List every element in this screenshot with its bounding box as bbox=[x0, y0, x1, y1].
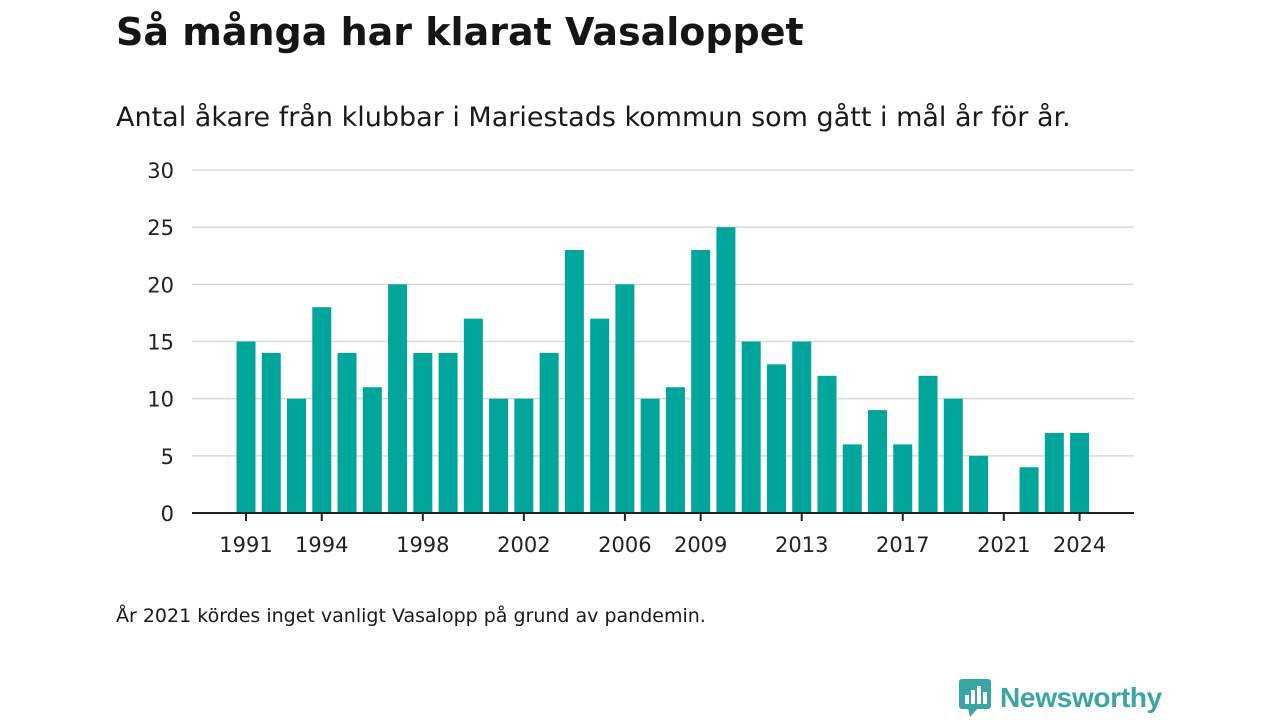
y-tick-label: 15 bbox=[147, 331, 174, 355]
bar-1995 bbox=[337, 352, 357, 513]
bar-2018 bbox=[918, 375, 938, 513]
bar-2004 bbox=[564, 250, 584, 514]
x-tick-label: 2021 bbox=[977, 533, 1030, 557]
x-tick-label: 2017 bbox=[876, 533, 929, 557]
bar-2012 bbox=[766, 364, 786, 513]
gridlines bbox=[192, 169, 1134, 457]
bar-2015 bbox=[842, 444, 862, 513]
bar-2006 bbox=[615, 284, 635, 513]
bar-2005 bbox=[590, 318, 610, 513]
bar-2024 bbox=[1070, 432, 1090, 513]
y-tick-label: 0 bbox=[161, 502, 174, 526]
bar-1996 bbox=[362, 387, 382, 513]
bar-2013 bbox=[792, 341, 812, 513]
bar-2008 bbox=[665, 387, 685, 513]
bar-2016 bbox=[868, 410, 887, 513]
x-tick-label: 2024 bbox=[1053, 533, 1106, 557]
x-tick-label: 2009 bbox=[674, 533, 727, 557]
y-axis-tick-labels: 0 5 10 15 20 25 30 bbox=[147, 159, 174, 526]
y-tick-label: 5 bbox=[161, 445, 174, 469]
bar-1994 bbox=[312, 307, 332, 513]
bar-2007 bbox=[640, 398, 660, 513]
y-tick-label: 20 bbox=[147, 273, 174, 297]
x-tick-label: 1994 bbox=[295, 533, 348, 557]
bar-2000 bbox=[463, 318, 483, 513]
bars bbox=[236, 227, 1090, 514]
bar-2010 bbox=[716, 227, 736, 513]
bar-2023 bbox=[1044, 432, 1064, 513]
x-tick-label: 1998 bbox=[396, 533, 449, 557]
y-tick-label: 10 bbox=[147, 388, 174, 412]
x-tick-label: 2013 bbox=[775, 533, 828, 557]
y-tick-label: 25 bbox=[147, 216, 174, 240]
footnote: År 2021 kördes inget vanligt Vasalopp på… bbox=[116, 605, 706, 627]
bar-2017 bbox=[893, 444, 913, 513]
bar-2009 bbox=[691, 250, 711, 514]
y-tick-label: 30 bbox=[147, 159, 174, 183]
bar-1999 bbox=[438, 352, 458, 513]
bar-2020 bbox=[969, 455, 989, 513]
brand-logo: Newsworthy bbox=[958, 678, 1162, 718]
x-tick-label: 1991 bbox=[219, 533, 272, 557]
x-tick-label: 2006 bbox=[598, 533, 651, 557]
x-axis bbox=[192, 512, 1134, 521]
bar-2022 bbox=[1019, 467, 1039, 513]
bar-1998 bbox=[413, 352, 433, 513]
chart-subtitle: Antal åkare från klubbar i Mariestads ko… bbox=[116, 102, 1071, 133]
bar-2019 bbox=[943, 398, 963, 513]
bar-1997 bbox=[388, 284, 408, 513]
chart-title: Så många har klarat Vasaloppet bbox=[116, 10, 804, 54]
bar-2003 bbox=[539, 352, 559, 513]
bar-2001 bbox=[489, 398, 509, 513]
bar-2002 bbox=[514, 398, 534, 513]
bar-chart: 0 5 10 15 20 25 30 1991 1994 1998 2002 2006 2009 201… bbox=[147, 159, 1134, 557]
brand-name: Newsworthy bbox=[1000, 682, 1162, 713]
x-axis-tick-labels: 1991 1994 1998 2002 2006 2009 2013 2017 2021 2024 bbox=[219, 533, 1106, 557]
bar-1991 bbox=[236, 341, 256, 513]
bar-chart-speech-bubble-icon bbox=[959, 679, 991, 717]
bar-1992 bbox=[261, 352, 281, 513]
bar-2014 bbox=[817, 375, 837, 513]
x-tick-label: 2002 bbox=[497, 533, 550, 557]
bar-1993 bbox=[287, 398, 307, 513]
bar-2011 bbox=[741, 341, 761, 513]
